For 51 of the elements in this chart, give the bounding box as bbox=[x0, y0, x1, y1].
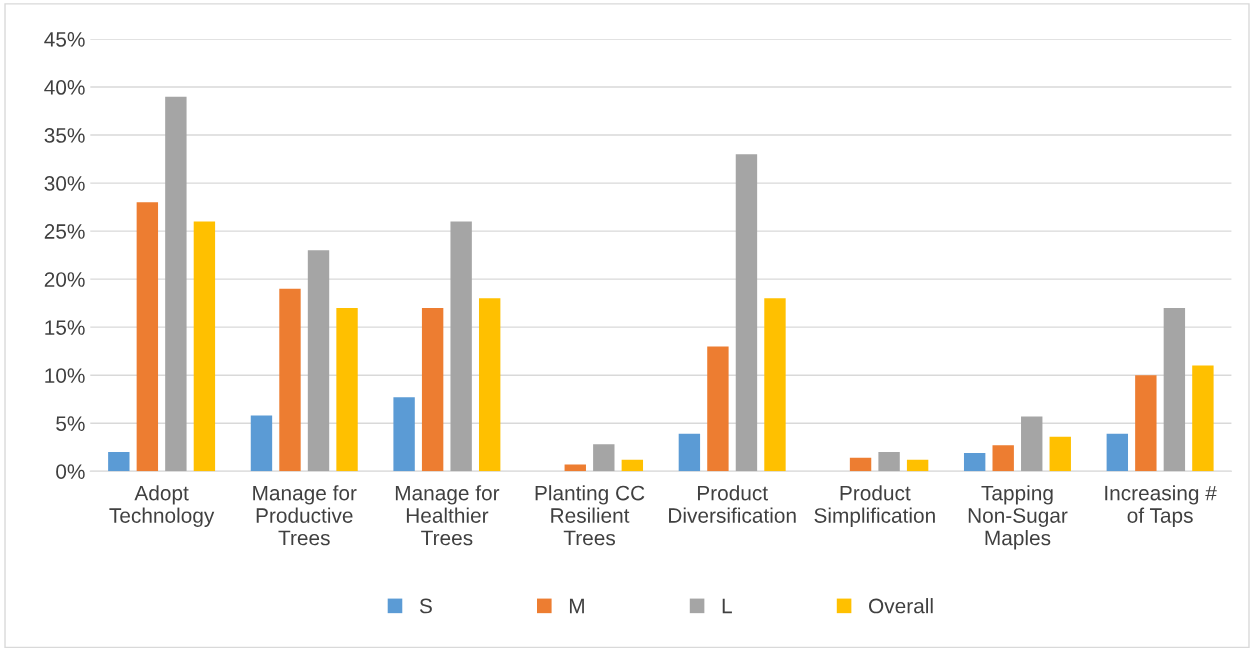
y-tick-label: 10% bbox=[45, 368, 85, 383]
bar bbox=[279, 288, 301, 472]
x-tick-label: Product Diversification bbox=[669, 485, 796, 523]
bar bbox=[1135, 375, 1157, 472]
y-tick-label: 5% bbox=[56, 416, 85, 431]
x-tick-label: Manage for Healthier Trees bbox=[395, 485, 500, 546]
bar bbox=[593, 444, 615, 472]
legend-label: L bbox=[722, 598, 732, 614]
bar bbox=[906, 459, 929, 472]
x-tick-label: Product Simplification bbox=[814, 485, 935, 527]
x-tick-label: Adopt Technology bbox=[109, 485, 215, 527]
bar bbox=[992, 445, 1014, 472]
y-tick-label: 20% bbox=[44, 272, 85, 287]
bar bbox=[421, 307, 444, 472]
bar bbox=[1106, 433, 1129, 472]
y-tick-label: 40% bbox=[44, 80, 85, 95]
bar bbox=[165, 96, 187, 472]
bar bbox=[136, 202, 159, 472]
bar bbox=[193, 221, 216, 472]
bar bbox=[735, 154, 758, 472]
bar bbox=[307, 250, 330, 472]
y-tick-label: 0% bbox=[56, 464, 85, 479]
y-tick-label: 15% bbox=[45, 320, 85, 335]
y-tick-label: 45% bbox=[44, 32, 85, 47]
bar bbox=[108, 452, 130, 472]
y-tick-label: 35% bbox=[44, 128, 85, 143]
bar bbox=[450, 221, 472, 472]
bar bbox=[678, 433, 701, 472]
bar bbox=[1163, 307, 1186, 472]
bar bbox=[878, 452, 900, 472]
bar bbox=[478, 298, 501, 472]
y-tick-label: 30% bbox=[44, 176, 85, 191]
bar bbox=[393, 397, 415, 472]
bar bbox=[849, 457, 872, 472]
x-tick-label: Planting CC Resilient Trees bbox=[535, 485, 645, 546]
legend-label: S bbox=[419, 598, 432, 614]
bar bbox=[336, 307, 358, 472]
x-tick-label: Increasing # of Taps bbox=[1105, 485, 1217, 527]
legend-label: Overall bbox=[869, 598, 933, 614]
bar bbox=[1021, 416, 1043, 472]
y-tick-label: 25% bbox=[44, 224, 85, 239]
bar bbox=[963, 453, 986, 472]
bar bbox=[707, 346, 729, 472]
bar bbox=[764, 298, 786, 472]
x-tick-label: Manage for Productive Trees bbox=[253, 485, 357, 546]
bar bbox=[250, 415, 273, 472]
x-tick-label: Tapping Non-Sugar Maples bbox=[968, 485, 1068, 550]
bar bbox=[621, 459, 644, 472]
bar bbox=[1049, 436, 1071, 472]
bar bbox=[1192, 365, 1214, 472]
legend-label: M bbox=[569, 598, 584, 614]
